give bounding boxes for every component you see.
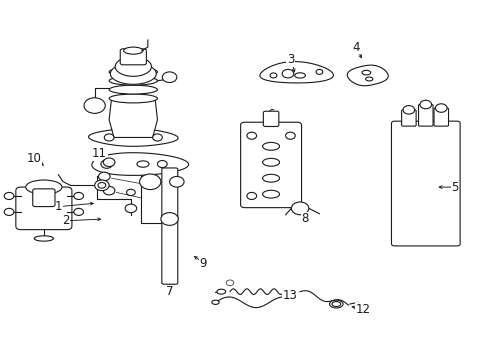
Text: 13: 13 (283, 289, 297, 302)
Text: 6: 6 (267, 108, 274, 121)
Circle shape (74, 208, 83, 215)
Polygon shape (259, 62, 333, 83)
Circle shape (74, 192, 83, 199)
FancyBboxPatch shape (391, 121, 459, 246)
Text: 8: 8 (301, 212, 308, 225)
Polygon shape (88, 129, 178, 146)
Polygon shape (109, 99, 157, 138)
Circle shape (157, 161, 167, 168)
Circle shape (169, 176, 183, 187)
Circle shape (435, 104, 446, 112)
Ellipse shape (331, 302, 340, 306)
Text: 7: 7 (165, 285, 173, 298)
Ellipse shape (262, 190, 279, 198)
Polygon shape (92, 153, 188, 175)
Circle shape (103, 158, 115, 167)
Ellipse shape (34, 236, 53, 241)
Circle shape (246, 192, 256, 199)
Circle shape (161, 213, 178, 225)
Circle shape (4, 192, 14, 199)
Circle shape (402, 105, 414, 114)
Circle shape (4, 208, 14, 215)
Circle shape (104, 134, 114, 141)
FancyBboxPatch shape (33, 189, 55, 207)
Ellipse shape (262, 143, 279, 150)
Circle shape (125, 204, 137, 213)
Ellipse shape (109, 94, 157, 103)
Ellipse shape (262, 174, 279, 182)
Ellipse shape (365, 77, 372, 81)
FancyBboxPatch shape (418, 104, 432, 126)
Ellipse shape (98, 183, 105, 188)
Ellipse shape (361, 70, 370, 75)
Circle shape (419, 100, 431, 109)
FancyBboxPatch shape (16, 187, 72, 230)
Circle shape (162, 72, 177, 82)
Circle shape (282, 69, 293, 78)
Ellipse shape (109, 67, 157, 76)
Text: 4: 4 (351, 41, 359, 54)
Ellipse shape (262, 158, 279, 166)
FancyBboxPatch shape (240, 122, 301, 208)
Text: 1: 1 (55, 200, 62, 213)
Circle shape (98, 172, 110, 181)
Circle shape (126, 189, 135, 195)
Ellipse shape (109, 85, 157, 94)
Circle shape (291, 202, 308, 215)
Text: 3: 3 (286, 53, 293, 66)
FancyBboxPatch shape (263, 111, 278, 126)
Circle shape (269, 73, 276, 78)
Text: 5: 5 (450, 181, 458, 194)
Ellipse shape (26, 180, 62, 194)
Circle shape (246, 132, 256, 139)
Ellipse shape (294, 73, 305, 78)
Circle shape (101, 160, 112, 168)
Text: 2: 2 (62, 214, 69, 227)
Text: 10: 10 (27, 152, 41, 165)
FancyBboxPatch shape (162, 168, 178, 284)
Text: 11: 11 (92, 147, 107, 160)
Circle shape (103, 186, 115, 195)
Circle shape (285, 132, 295, 139)
Ellipse shape (123, 47, 142, 54)
Ellipse shape (95, 180, 109, 191)
Circle shape (152, 134, 162, 141)
Circle shape (315, 69, 322, 75)
Ellipse shape (109, 76, 157, 85)
Ellipse shape (329, 300, 343, 308)
Ellipse shape (137, 161, 149, 167)
Ellipse shape (217, 289, 225, 294)
FancyBboxPatch shape (401, 110, 415, 126)
Polygon shape (346, 65, 387, 86)
Polygon shape (225, 280, 233, 285)
Circle shape (139, 174, 161, 190)
Text: 12: 12 (355, 303, 370, 316)
Ellipse shape (110, 63, 156, 84)
Ellipse shape (211, 300, 219, 305)
FancyBboxPatch shape (120, 49, 146, 65)
Ellipse shape (115, 57, 151, 76)
Text: 9: 9 (199, 257, 207, 270)
FancyBboxPatch shape (433, 108, 447, 126)
Circle shape (84, 98, 105, 113)
